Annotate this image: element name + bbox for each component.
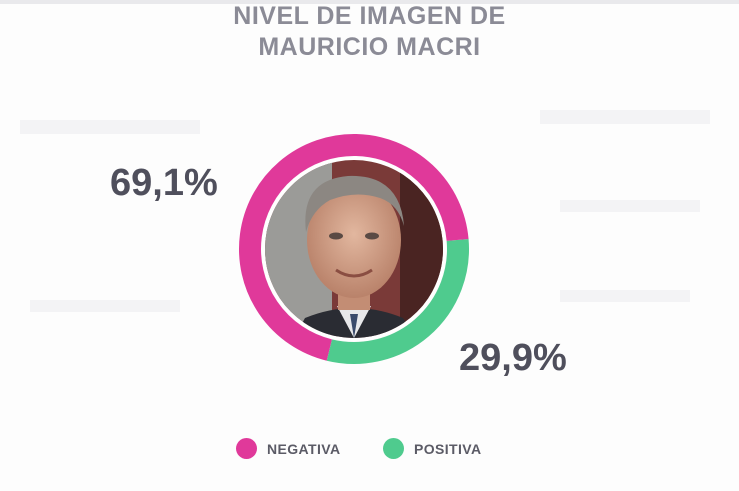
legend-label-negativa: NEGATIVA [267, 440, 341, 457]
negativa-value-label: 69,1% [110, 162, 218, 204]
donut-slice-negativa [239, 134, 469, 361]
negativa-swatch-icon [236, 438, 257, 459]
legend-label-positiva: POSITIVA [414, 440, 482, 457]
background-texture [30, 300, 180, 312]
top-strip [0, 0, 739, 4]
legend-item-positiva: POSITIVA [383, 438, 482, 459]
background-texture [560, 200, 700, 212]
chart-title-line-1: NIVEL DE IMAGEN DE [233, 2, 506, 30]
positiva-value-label: 29,9% [459, 337, 567, 379]
legend-item-negativa: NEGATIVA [236, 438, 340, 459]
legend: NEGATIVA POSITIVA [0, 438, 739, 464]
background-texture [20, 120, 200, 134]
background-texture [560, 290, 690, 302]
donut-slice-positiva [326, 238, 469, 364]
positiva-swatch-icon [383, 438, 404, 459]
chart-title-line-2: MAURICIO MACRI [258, 33, 481, 61]
background-texture [540, 110, 710, 124]
